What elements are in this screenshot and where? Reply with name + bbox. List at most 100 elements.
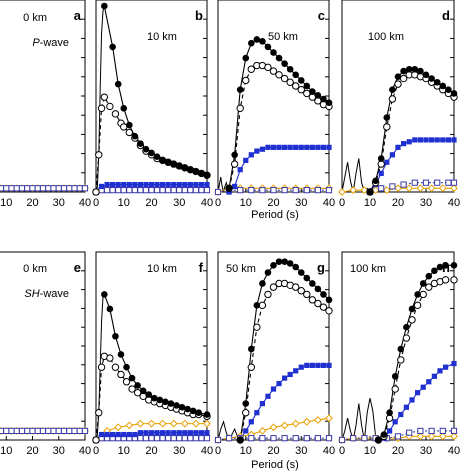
- marker-blue-square: [165, 181, 171, 188]
- marker-blue-square: [392, 419, 398, 425]
- marker-navy-open-square: [259, 435, 266, 442]
- marker-navy-open-square: [389, 183, 396, 190]
- marker-blue-square: [98, 183, 105, 190]
- marker-filled-circle: [439, 82, 447, 90]
- marker-navy-open-square: [248, 187, 255, 194]
- marker-navy-open-square: [417, 427, 424, 434]
- depth-label: 50 km: [226, 263, 256, 275]
- marker-navy-open-square: [361, 435, 368, 442]
- marker-navy-open-square: [0, 427, 5, 434]
- marker-blue-square: [121, 431, 127, 438]
- marker-navy-open-square: [170, 187, 177, 194]
- marker-navy-open-square: [115, 187, 122, 194]
- marker-blue-square: [417, 137, 423, 143]
- marker-filled-circle: [178, 403, 186, 411]
- panel-letter: c: [318, 8, 325, 23]
- marker-filled-circle: [189, 407, 197, 415]
- depth-label: 0 km: [23, 12, 47, 24]
- marker-filled-circle: [117, 351, 125, 358]
- marker-navy-open-square: [29, 185, 36, 192]
- marker-blue-square: [395, 144, 401, 150]
- marker-filled-circle: [264, 269, 272, 276]
- marker-blue-square: [193, 430, 199, 436]
- marker-filled-circle: [162, 398, 169, 406]
- marker-navy-open-square: [126, 187, 133, 194]
- marker-blue-square: [98, 431, 105, 438]
- x-tick-label: 40: [323, 445, 335, 457]
- marker-filled-circle: [173, 402, 180, 409]
- marker-open-circle: [402, 334, 411, 342]
- marker-blue-square: [384, 159, 390, 165]
- x-tick-label: 40: [448, 197, 460, 209]
- marker-filled-circle: [248, 345, 255, 353]
- marker-filled-circle: [389, 86, 396, 93]
- marker-filled-circle: [403, 323, 410, 331]
- x-tick-label: 30: [53, 445, 65, 457]
- wave-label: P-wave: [32, 37, 69, 49]
- marker-blue-square: [287, 144, 293, 150]
- marker-filled-circle: [128, 374, 136, 382]
- marker-navy-open-square: [338, 436, 346, 444]
- marker-navy-open-square: [3, 427, 10, 434]
- marker-navy-open-square: [60, 185, 68, 192]
- marker-open-circle: [269, 283, 278, 291]
- marker-navy-open-square: [0, 185, 5, 192]
- marker-filled-circle: [292, 71, 300, 79]
- marker-blue-square: [115, 181, 121, 188]
- marker-navy-open-square: [406, 429, 413, 436]
- marker-open-circle: [230, 160, 239, 168]
- marker-open-circle: [292, 82, 300, 90]
- marker-blue-square: [187, 181, 193, 188]
- marker-navy-open-square: [187, 187, 194, 194]
- marker-blue-square: [248, 419, 254, 425]
- x-tick-label: 20: [267, 197, 279, 209]
- marker-filled-circle: [286, 65, 294, 73]
- depth-label: 100 km: [350, 263, 386, 275]
- marker-filled-circle: [181, 164, 189, 172]
- marker-navy-open-square: [55, 185, 62, 192]
- x-tick-label: 10: [0, 197, 12, 209]
- marker-navy-open-square: [18, 427, 26, 434]
- marker-blue-square: [176, 430, 182, 436]
- marker-blue-square: [126, 181, 132, 188]
- marker-open-circle: [236, 104, 244, 113]
- marker-blue-square: [293, 368, 299, 374]
- marker-blue-square: [320, 144, 327, 150]
- marker-navy-open-square: [13, 427, 20, 434]
- marker-filled-circle: [126, 121, 133, 129]
- x-tick-label: 20: [26, 445, 38, 457]
- marker-navy-open-square: [176, 435, 183, 442]
- marker-navy-open-square: [24, 427, 31, 434]
- marker-blue-square: [171, 430, 177, 436]
- marker-blue-square: [434, 137, 440, 143]
- marker-navy-open-square: [148, 187, 155, 194]
- marker-filled-circle: [320, 291, 327, 298]
- marker-navy-open-square: [226, 435, 233, 442]
- marker-filled-circle: [422, 71, 430, 79]
- marker-open-circle: [100, 93, 109, 101]
- marker-open-circle: [413, 301, 422, 310]
- marker-navy-open-square: [181, 187, 188, 194]
- marker-filled-circle: [386, 409, 393, 417]
- marker-blue-square: [401, 141, 407, 147]
- marker-blue-square: [104, 431, 110, 438]
- marker-filled-circle: [281, 60, 288, 67]
- marker-navy-open-square: [81, 185, 89, 192]
- panel-c: 0 10 20 30 40 c 50 km: [214, 0, 335, 209]
- marker-navy-open-square: [24, 185, 31, 192]
- marker-navy-open-square: [104, 187, 111, 194]
- marker-orange-diamond: [313, 416, 322, 424]
- marker-navy-open-square: [170, 435, 177, 442]
- marker-open-circle: [97, 104, 106, 113]
- marker-navy-open-square: [176, 187, 183, 194]
- marker-filled-circle: [320, 95, 327, 103]
- marker-orange-diamond: [394, 184, 402, 193]
- marker-open-circle: [319, 303, 328, 311]
- marker-open-circle: [297, 86, 305, 94]
- x-tick-label: 30: [53, 197, 65, 209]
- marker-filled-circle: [281, 258, 288, 265]
- marker-blue-square: [243, 157, 249, 163]
- marker-blue-square: [160, 181, 166, 188]
- marker-navy-open-square: [137, 187, 144, 194]
